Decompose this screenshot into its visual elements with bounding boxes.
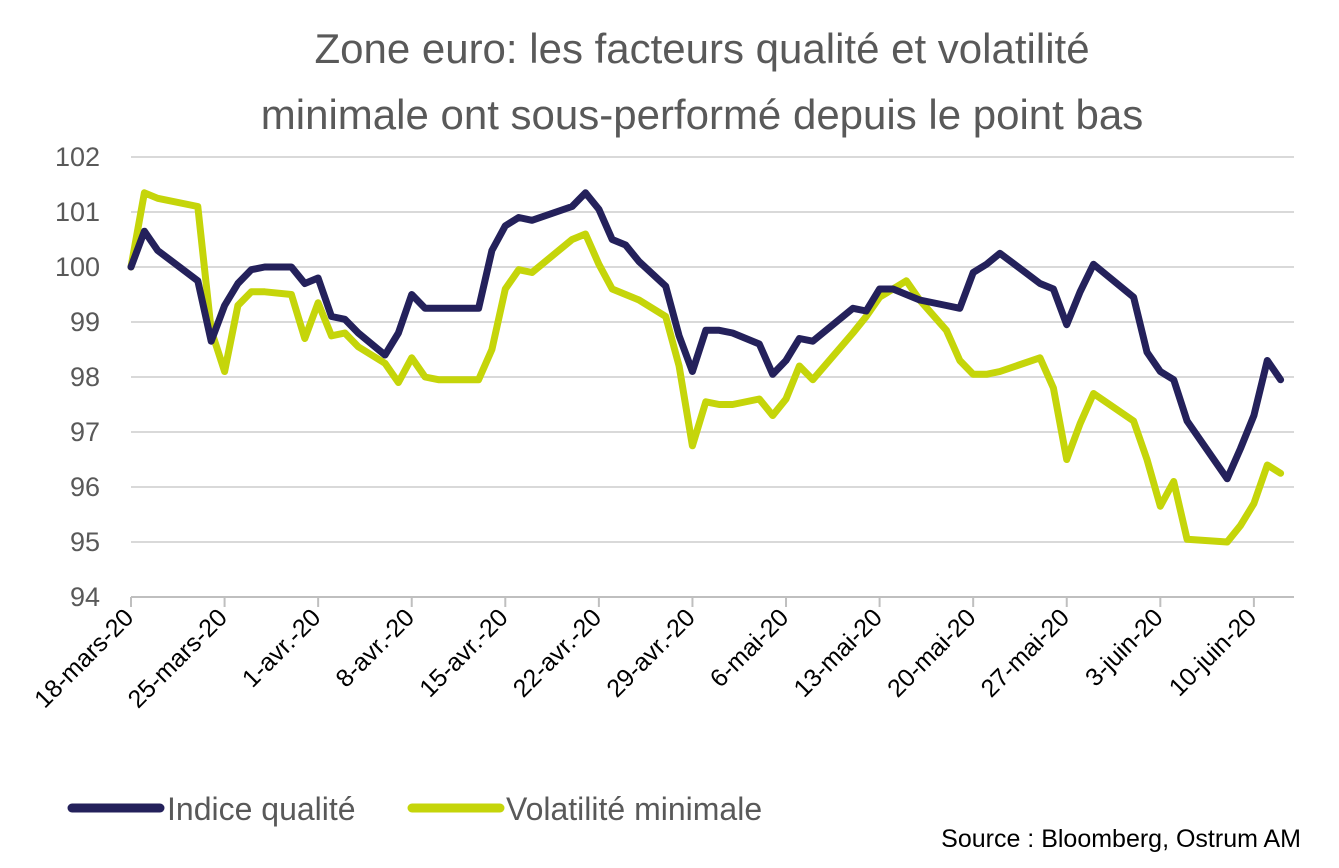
y-tick-label: 99 [70,307,100,337]
chart-title-line-2: minimale ont sous-performé depuis le poi… [261,91,1143,138]
x-tick-label: 27-mai-20 [976,603,1075,702]
x-tick-label: 10-juin-20 [1164,603,1262,701]
x-tick-label: 15-avr.-20 [414,603,513,702]
x-tick-label: 6-mai-20 [705,603,795,693]
x-tick-label: 22-avr.-20 [508,603,607,702]
source-note: Source : Bloomberg, Ostrum AM [941,825,1301,853]
legend: Indice qualité Volatilité minimale [67,791,762,827]
chart-title-line-1: Zone euro: les facteurs qualité et volat… [314,25,1089,72]
y-tick-label: 101 [55,197,100,227]
y-axis-ticks: 94 95 96 97 98 99 100 101 102 [55,142,100,612]
x-tick-label: 18-mars-20 [29,603,139,713]
series-line-1 [127,189,1285,546]
x-tick-label: 8-avr.-20 [330,603,420,693]
x-tick-label: 29-avr.-20 [601,603,700,702]
y-tick-label: 96 [70,472,100,502]
legend-label-1: Volatilité minimale [506,791,762,827]
series-line-0 [127,189,1285,483]
x-tick-label: 3-juin-20 [1080,603,1169,692]
grid-lines [131,156,1294,598]
y-tick-label: 100 [55,252,100,282]
x-tick-label: 20-mai-20 [882,603,981,702]
y-tick-label: 102 [55,142,100,172]
x-tick-label: 25-mars-20 [123,603,233,713]
legend-label-0: Indice qualité [167,791,356,827]
x-tick-label: 13-mai-20 [788,603,887,702]
y-tick-label: 98 [70,362,100,392]
y-tick-label: 94 [70,582,100,612]
y-tick-label: 95 [70,527,100,557]
x-tick-label: 1-avr.-20 [237,603,327,693]
y-tick-label: 97 [70,417,100,447]
series-lines [127,189,1285,546]
